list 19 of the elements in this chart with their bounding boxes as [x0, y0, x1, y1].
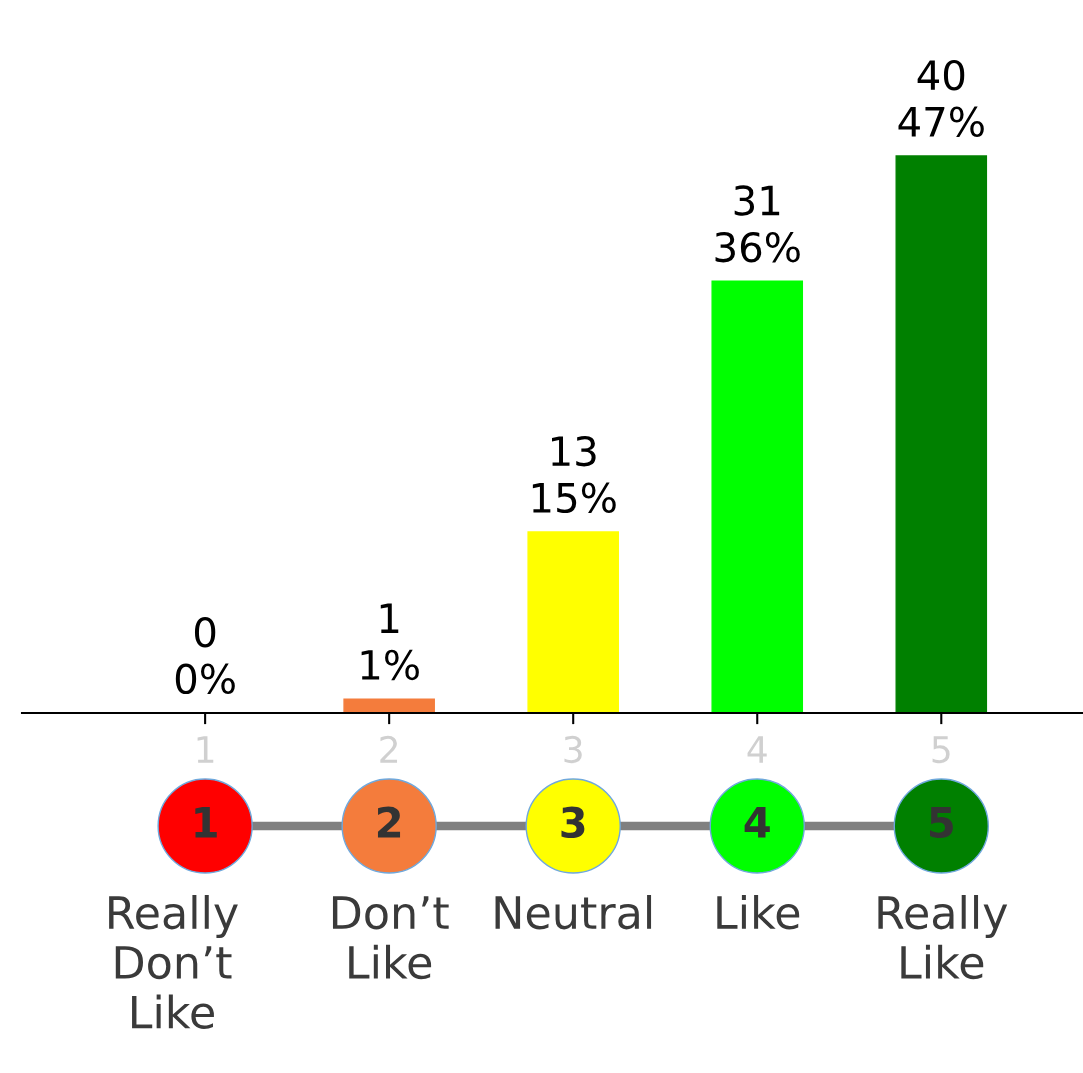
category-label: 5 — [930, 807, 953, 839]
category-label: 1 — [195, 807, 217, 838]
data-label: 31 36% — [715, 185, 800, 263]
data-label: 1 1% — [361, 603, 419, 681]
text: Really Don’t Like — [109, 895, 238, 1029]
data-label: 40 47% — [898, 59, 984, 138]
category-label: 4 — [744, 807, 770, 838]
data-label: 0 0% — [175, 616, 235, 695]
text: Really Like — [878, 895, 1008, 980]
bar — [895, 155, 988, 713]
text: Don’t Like — [332, 896, 449, 980]
category-label: 2 — [377, 806, 401, 838]
bar — [711, 280, 804, 713]
text: Neutral — [495, 895, 652, 930]
bar — [343, 698, 435, 713]
bar — [527, 531, 619, 713]
text: Like — [717, 895, 800, 930]
data-label: 13 15% — [532, 435, 616, 514]
category-label: 3 — [561, 806, 585, 839]
